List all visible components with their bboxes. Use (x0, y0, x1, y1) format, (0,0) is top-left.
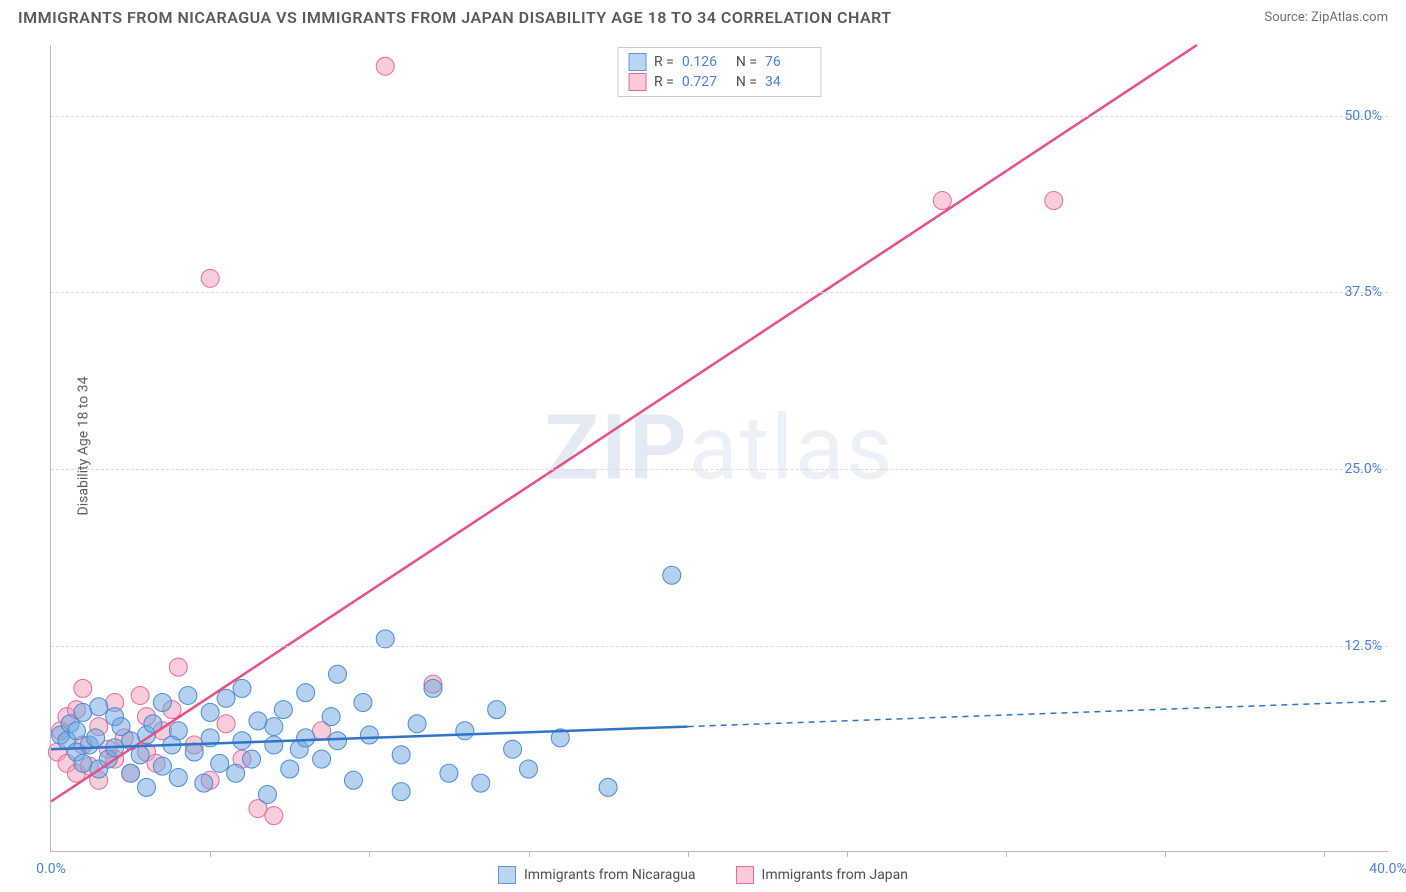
r-value-pink: 0.727 (682, 74, 728, 90)
x-corner-right: 40.0% (1369, 861, 1406, 877)
chart-title: IMMIGRANTS FROM NICARAGUA VS IMMIGRANTS … (18, 8, 892, 27)
stats-row-pink: R = 0.727 N = 34 (628, 72, 811, 92)
x-corner-left: 0.0% (36, 861, 66, 877)
n-value-blue: 76 (765, 54, 811, 70)
legend-item-nicaragua: Immigrants from Nicaragua (498, 866, 696, 884)
y-tick-label: 25.0% (1344, 461, 1382, 477)
n-label: N = (736, 54, 757, 70)
stats-row-blue: R = 0.126 N = 76 (628, 52, 811, 72)
source-label: Source: (1264, 10, 1311, 25)
legend-label-japan: Immigrants from Japan (762, 867, 908, 883)
stats-legend-box: R = 0.126 N = 76 R = 0.727 N = 34 (617, 47, 822, 97)
swatch-blue-icon (628, 53, 646, 71)
swatch-pink-icon (628, 73, 646, 91)
r-label: R = (654, 74, 674, 90)
source-value: ZipAtlas.com (1311, 10, 1388, 25)
swatch-pink-icon (736, 866, 754, 884)
r-value-blue: 0.126 (682, 54, 728, 70)
n-label: N = (736, 74, 757, 90)
source-attribution: Source: ZipAtlas.com (1264, 10, 1388, 25)
bottom-legend: Immigrants from Nicaragua Immigrants fro… (498, 866, 908, 884)
plot-svg (51, 45, 1388, 851)
n-value-pink: 34 (765, 74, 811, 90)
y-tick-label: 50.0% (1344, 108, 1382, 124)
chart-plot-area: ZIPatlas R = 0.126 N = 76 R = 0.727 N = … (50, 45, 1388, 852)
r-label: R = (654, 54, 674, 70)
y-tick-label: 12.5% (1344, 638, 1382, 654)
legend-label-nicaragua: Immigrants from Nicaragua (524, 867, 696, 883)
legend-item-japan: Immigrants from Japan (736, 866, 908, 884)
swatch-blue-icon (498, 866, 516, 884)
y-tick-label: 37.5% (1344, 284, 1382, 300)
